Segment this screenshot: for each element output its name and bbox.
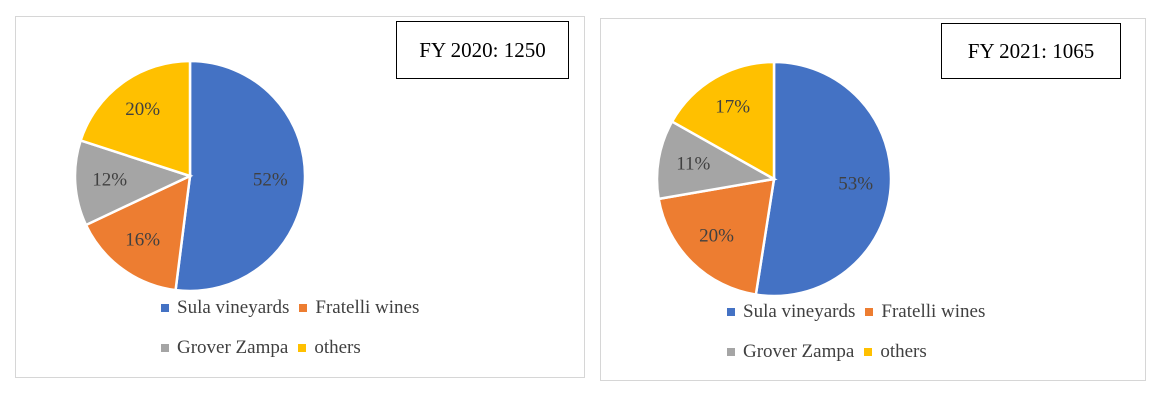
pie-chart-fy2021: 53% 20% 11% 17% bbox=[655, 60, 893, 298]
legend-item-others: others bbox=[298, 337, 361, 359]
data-label-others: 20% bbox=[125, 99, 160, 120]
data-label-fratelli-wines: 20% bbox=[699, 226, 734, 247]
data-label-fratelli-wines: 16% bbox=[125, 229, 160, 250]
data-label-others: 17% bbox=[715, 97, 750, 118]
chart-title: FY 2021: 1065 bbox=[941, 23, 1121, 79]
data-label-grover-zampa: 11% bbox=[676, 153, 710, 174]
legend-item-sula: Sula vineyards bbox=[161, 297, 289, 319]
legend-label-sula: Sula vineyards bbox=[743, 301, 856, 322]
legend-item-fratelli: Fratelli wines bbox=[865, 301, 985, 323]
legend-swatch-fratelli bbox=[865, 308, 874, 316]
chart-title: FY 2020: 1250 bbox=[396, 21, 569, 79]
pie-slice-others bbox=[79, 59, 192, 178]
legend-item-grover: Grover Zampa bbox=[161, 337, 288, 359]
pie-slice-fratelli-wines bbox=[84, 173, 192, 292]
legend-label-grover: Grover Zampa bbox=[743, 341, 855, 362]
legend-label-others: others bbox=[880, 341, 927, 362]
legend-swatch-others bbox=[864, 348, 873, 356]
pie-chart-fy2020: 52% 16% 12% 20% bbox=[73, 59, 307, 293]
legend-label-others: others bbox=[314, 337, 361, 358]
data-label-sula-vineyards: 52% bbox=[253, 169, 288, 190]
legend-swatch-sula bbox=[161, 304, 169, 312]
pie-slice-sula-vineyards bbox=[174, 59, 307, 293]
pie-slice-others bbox=[670, 60, 776, 182]
legend-swatch-others bbox=[298, 344, 307, 352]
pie-slice-grover-zampa bbox=[73, 138, 194, 227]
legend-item-sula: Sula vineyards bbox=[727, 301, 855, 323]
legend-label-fratelli: Fratelli wines bbox=[881, 301, 986, 322]
data-label-grover-zampa: 12% bbox=[92, 169, 127, 190]
pie-slice-fratelli-wines bbox=[657, 177, 776, 297]
legend-swatch-sula bbox=[727, 308, 735, 316]
legend-item-grover: Grover Zampa bbox=[727, 341, 854, 363]
data-label-sula-vineyards: 53% bbox=[838, 174, 873, 195]
legend-swatch-grover bbox=[727, 348, 735, 356]
legend-item-others: others bbox=[864, 341, 927, 363]
legend-label-grover: Grover Zampa bbox=[177, 337, 289, 358]
legend-swatch-grover bbox=[161, 344, 169, 352]
chart-panel-fy2021: 53% 20% 11% 17% FY 2021: 1065 Sula vineyard… bbox=[600, 18, 1146, 381]
legend-label-sula: Sula vineyards bbox=[177, 297, 290, 318]
pie-slice-sula-vineyards bbox=[754, 60, 893, 298]
legend-label-fratelli: Fratelli wines bbox=[315, 297, 420, 318]
legend-swatch-fratelli bbox=[299, 304, 308, 312]
legend-item-fratelli: Fratelli wines bbox=[299, 297, 419, 319]
pie-slice-grover-zampa bbox=[655, 119, 778, 201]
chart-panel-fy2020: 52% 16% 12% 20% FY 2020: 1250 Sula vineyard… bbox=[15, 16, 585, 378]
